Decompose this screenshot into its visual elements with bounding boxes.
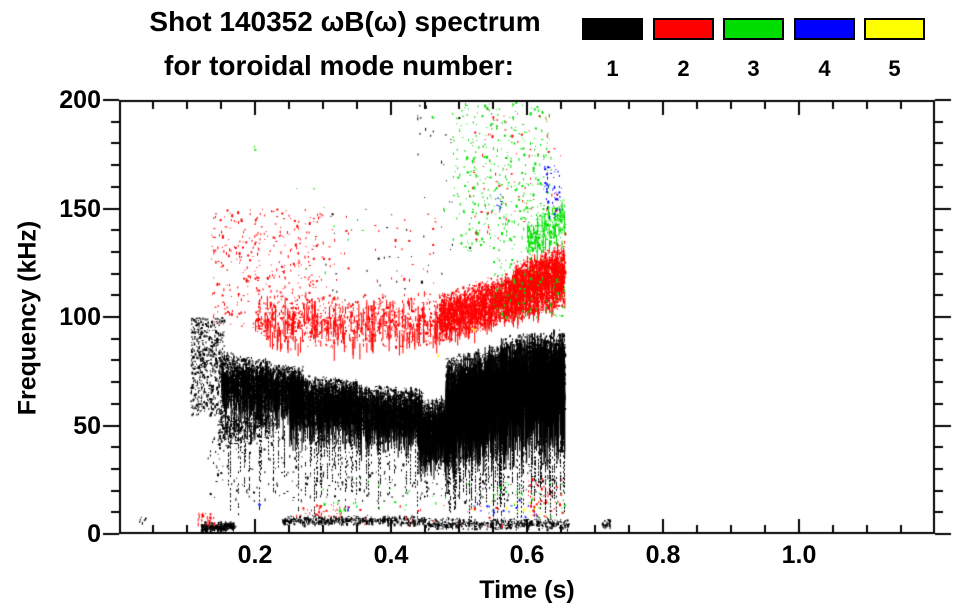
legend-swatch-mode-1 (582, 18, 643, 40)
x-tick-label-0.4: 0.4 (373, 541, 409, 569)
legend-label-mode-5: 5 (888, 56, 901, 81)
x-tick-label-0.8: 0.8 (645, 541, 681, 569)
y-axis-title: Frequency (kHz) (13, 220, 42, 416)
plot-title-line2: for toroidal mode number: (164, 50, 514, 81)
y-tick-label-50: 50 (73, 411, 101, 440)
legend-label-mode-3: 3 (747, 56, 760, 81)
x-tick-label-1.0: 1.0 (781, 541, 817, 569)
x-tick-label-0.6: 0.6 (509, 541, 545, 569)
legend-swatch-mode-3 (723, 18, 784, 40)
legend-label-mode-4: 4 (818, 56, 831, 81)
legend-swatch-mode-5 (864, 18, 925, 40)
y-tick-label-150: 150 (59, 194, 101, 223)
legend-label-mode-2: 2 (677, 56, 690, 81)
y-tick-label-100: 100 (59, 303, 101, 331)
legend-swatch-mode-2 (653, 18, 714, 40)
y-tick-label-200: 200 (59, 86, 101, 114)
x-axis-title: Time (s) (479, 576, 575, 604)
x-tick-label-0.2: 0.2 (237, 541, 273, 569)
legend-label-mode-1: 1 (606, 56, 619, 81)
legend-swatch-mode-4 (794, 18, 855, 40)
plot-title-line1: Shot 140352 ωB(ω) spectrum (149, 6, 541, 37)
y-tick-label-0: 0 (87, 520, 101, 548)
